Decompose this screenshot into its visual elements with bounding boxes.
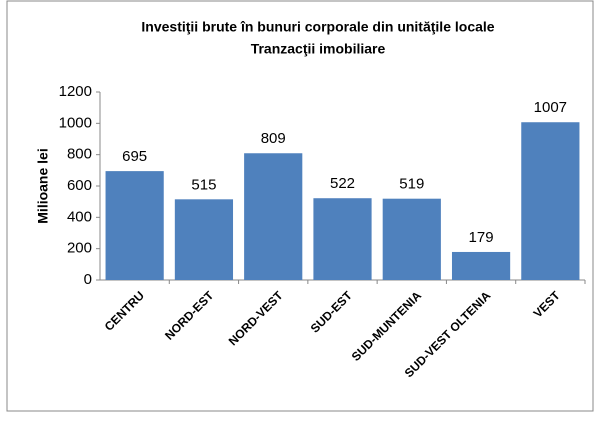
bar (313, 198, 372, 280)
data-label: 515 (191, 176, 216, 193)
x-tick-label: NORD-EST (162, 288, 217, 343)
y-tick-label: 0 (84, 271, 92, 288)
x-tick-label: NORD-VEST (226, 288, 286, 348)
data-label: 1007 (534, 99, 567, 116)
y-tick-label: 200 (67, 240, 92, 257)
x-tick-label: CENTRU (102, 288, 147, 333)
bar (521, 122, 580, 280)
x-tick-label: SUD-MUNTENIA (349, 288, 425, 364)
bar (451, 251, 511, 280)
y-tick-label: 400 (67, 208, 92, 225)
bar (105, 171, 164, 280)
bar (244, 153, 303, 280)
x-tick-label: SUD-EST (308, 288, 356, 336)
chart-frame (6, 0, 594, 412)
chart-title: Investiţii brute în bunuri corporale din… (141, 19, 494, 35)
data-label: 179 (469, 229, 494, 246)
bar (382, 198, 441, 280)
data-label: 522 (330, 175, 355, 192)
y-tick-label: 800 (67, 146, 92, 163)
chart-subtitle: Tranzacţii imobiliare (251, 41, 386, 57)
data-label: 519 (399, 176, 424, 193)
data-label: 809 (261, 130, 286, 147)
y-axis-label: Milioane lei (35, 148, 51, 223)
y-tick-label: 1000 (59, 114, 92, 131)
data-label: 695 (122, 148, 147, 165)
bar (174, 199, 234, 280)
y-tick-label: 600 (67, 177, 92, 194)
x-tick-label: VEST (531, 288, 564, 321)
y-tick-label: 1200 (59, 83, 92, 100)
